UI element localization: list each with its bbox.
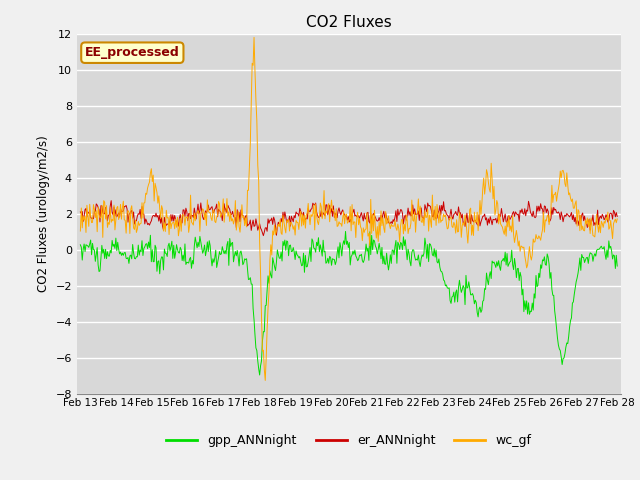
Title: CO2 Fluxes: CO2 Fluxes bbox=[306, 15, 392, 30]
Text: EE_processed: EE_processed bbox=[85, 46, 180, 59]
Legend: gpp_ANNnight, er_ANNnight, wc_gf: gpp_ANNnight, er_ANNnight, wc_gf bbox=[161, 429, 536, 452]
Y-axis label: CO2 Fluxes (urology/m2/s): CO2 Fluxes (urology/m2/s) bbox=[37, 135, 50, 292]
